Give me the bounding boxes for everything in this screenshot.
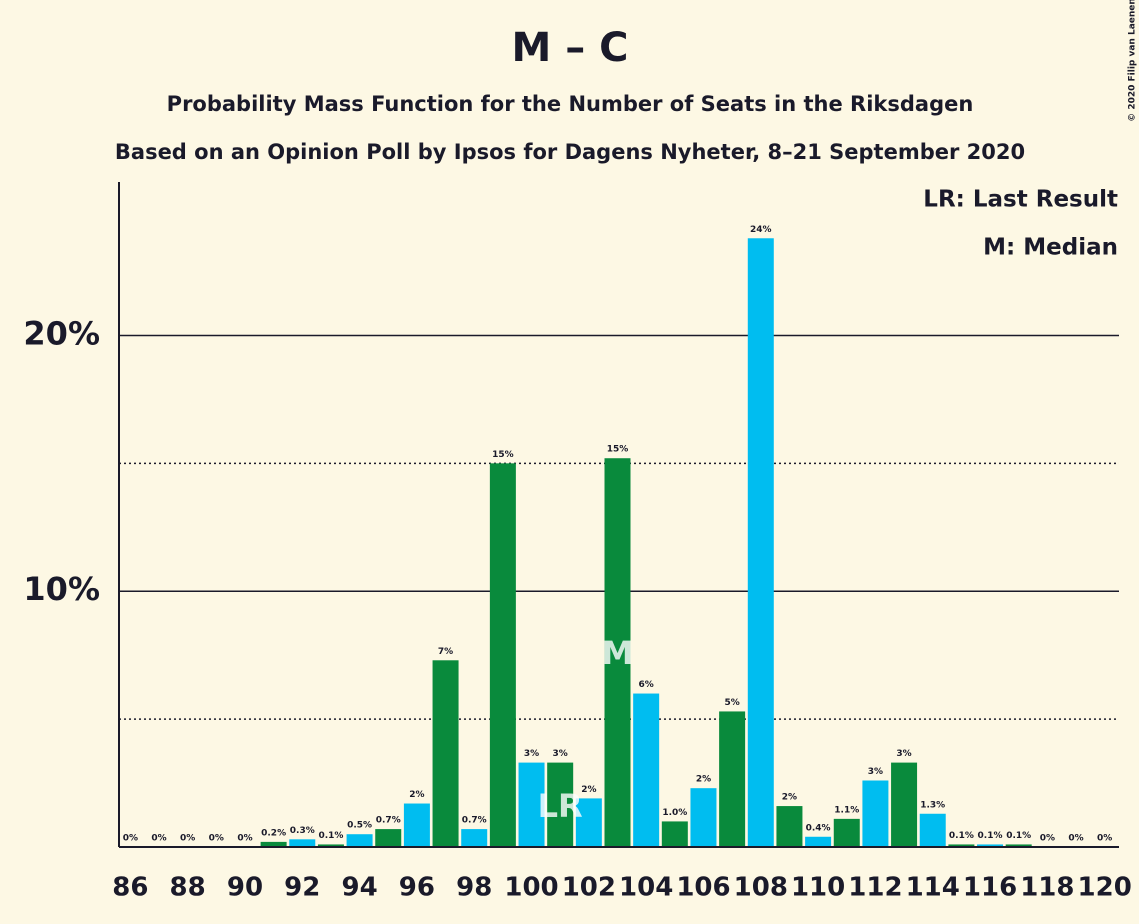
x-tick-label: 88 xyxy=(170,873,206,903)
value-label: 0.1% xyxy=(978,831,1003,841)
bar xyxy=(690,788,717,847)
value-label: 2% xyxy=(409,790,424,800)
value-label: 3% xyxy=(868,767,883,777)
bar xyxy=(719,711,746,847)
bar xyxy=(833,818,860,847)
x-tick-label: 100 xyxy=(504,873,558,903)
x-tick-label: 102 xyxy=(562,873,616,903)
value-label: 3% xyxy=(896,749,911,759)
bar xyxy=(747,238,774,847)
bar xyxy=(805,836,832,847)
value-label: 0.1% xyxy=(949,831,974,841)
x-tick-label: 110 xyxy=(791,873,845,903)
x-tick-label: 94 xyxy=(341,873,377,903)
value-label: 1.1% xyxy=(834,805,859,815)
bar xyxy=(575,798,602,847)
y-tick-label: 20% xyxy=(23,314,100,352)
bar xyxy=(489,463,516,847)
value-label: 0% xyxy=(1068,834,1083,844)
value-label: 3% xyxy=(553,749,568,759)
x-tick-label: 90 xyxy=(227,873,263,903)
value-label: 2% xyxy=(782,793,797,803)
value-label: 15% xyxy=(492,450,514,460)
x-tick-label: 96 xyxy=(399,873,435,903)
x-tick-label: 114 xyxy=(906,873,960,903)
bar xyxy=(604,458,631,847)
y-tick-label: 10% xyxy=(23,570,100,608)
x-tick-label: 108 xyxy=(734,873,788,903)
x-tick-label: 86 xyxy=(112,873,148,903)
bar xyxy=(346,834,373,847)
bar xyxy=(518,762,545,847)
value-label: 0% xyxy=(1097,834,1112,844)
value-label: 0.7% xyxy=(462,816,487,826)
chart-subtitle: Based on an Opinion Poll by Ipsos for Da… xyxy=(115,140,1025,164)
value-label: 7% xyxy=(438,647,453,657)
value-label: 24% xyxy=(750,225,772,235)
value-label: 0% xyxy=(151,834,166,844)
value-label: 1.3% xyxy=(920,800,945,810)
x-tick-label: 92 xyxy=(284,873,320,903)
value-label: 0.7% xyxy=(376,816,401,826)
chart-subtitle: Probability Mass Function for the Number… xyxy=(167,92,974,116)
value-label: 0.5% xyxy=(347,821,372,831)
value-label: 1.0% xyxy=(662,808,687,818)
bar xyxy=(919,813,946,847)
bar xyxy=(1005,844,1032,847)
annotation: LR xyxy=(538,787,583,825)
copyright: © 2020 Filip van Laenen xyxy=(1128,0,1138,122)
bars xyxy=(260,238,1032,847)
bar xyxy=(260,841,287,847)
value-label: 0% xyxy=(209,834,224,844)
x-tick-label: 112 xyxy=(848,873,902,903)
value-label: 2% xyxy=(581,785,596,795)
bar xyxy=(547,762,574,847)
value-label: 0.4% xyxy=(806,823,831,833)
bar xyxy=(375,829,402,847)
bar xyxy=(661,821,688,847)
value-label: 5% xyxy=(724,698,739,708)
value-label: 3% xyxy=(524,749,539,759)
bar xyxy=(891,762,918,847)
bar xyxy=(776,806,803,847)
x-tick-label: 120 xyxy=(1078,873,1132,903)
value-label: 0.2% xyxy=(261,828,286,838)
bar xyxy=(289,839,316,847)
bar xyxy=(317,844,344,847)
value-label: 15% xyxy=(607,445,629,455)
bar xyxy=(948,844,975,847)
x-tick-label: 106 xyxy=(676,873,730,903)
x-tick-label: 116 xyxy=(963,873,1017,903)
bar xyxy=(432,660,459,847)
x-tick-label: 104 xyxy=(619,873,673,903)
x-tick-label: 98 xyxy=(456,873,492,903)
bar xyxy=(403,803,430,847)
annotation: M xyxy=(602,634,634,672)
value-label: 0% xyxy=(123,834,138,844)
bar xyxy=(977,844,1004,847)
bar xyxy=(633,693,660,847)
legend-entry: M: Median xyxy=(983,235,1118,261)
value-label: 0.1% xyxy=(1006,831,1031,841)
value-label: 0% xyxy=(180,834,195,844)
value-label: 0.1% xyxy=(318,831,343,841)
legend-entry: LR: Last Result xyxy=(923,187,1118,213)
value-label: 6% xyxy=(639,680,654,690)
chart-title: M – C xyxy=(511,25,628,71)
value-label: 0% xyxy=(237,834,252,844)
value-label: 0% xyxy=(1040,834,1055,844)
x-tick-label: 118 xyxy=(1020,873,1074,903)
bar xyxy=(862,780,889,847)
bar xyxy=(461,829,488,847)
value-label: 2% xyxy=(696,775,711,785)
value-label: 0.3% xyxy=(290,826,315,836)
